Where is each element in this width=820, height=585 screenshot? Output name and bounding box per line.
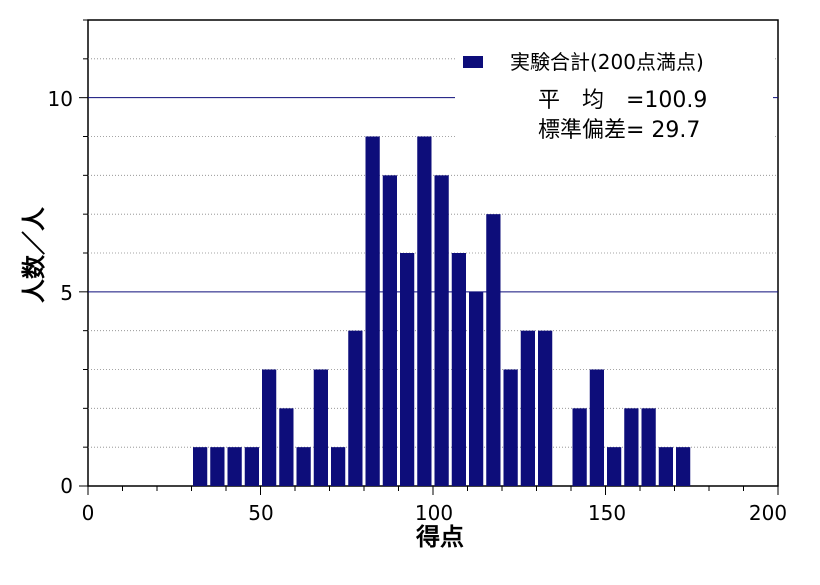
histogram-bar bbox=[451, 253, 466, 486]
histogram-bar bbox=[279, 408, 294, 486]
y-tick-label-10: 10 bbox=[48, 87, 73, 111]
histogram-bar bbox=[227, 447, 242, 486]
histogram-bar bbox=[572, 408, 587, 486]
histogram-bar bbox=[589, 369, 604, 486]
y-tick-label-5: 5 bbox=[60, 281, 73, 305]
histogram-bar bbox=[262, 369, 277, 486]
std-annotation: 標準偏差= 29.7 bbox=[538, 118, 700, 143]
y-axis-title: 人数／人 bbox=[20, 207, 48, 303]
legend-background bbox=[455, 46, 773, 146]
histogram-bar bbox=[193, 447, 208, 486]
histogram-bar bbox=[244, 447, 259, 486]
histogram-bar bbox=[400, 253, 415, 486]
histogram-bar bbox=[486, 214, 501, 486]
histogram-bar bbox=[296, 447, 311, 486]
histogram-bar bbox=[365, 136, 380, 486]
histogram-bar bbox=[538, 330, 553, 486]
y-tick-label-0: 0 bbox=[60, 474, 73, 498]
histogram-bar bbox=[658, 447, 673, 486]
histogram-bar bbox=[434, 175, 449, 487]
mean-annotation: 平 均 =100.9 bbox=[538, 88, 707, 113]
bar-layer bbox=[193, 136, 691, 487]
histogram-bar bbox=[417, 136, 432, 486]
tick-layer bbox=[79, 19, 779, 495]
histogram-bar bbox=[641, 408, 656, 486]
legend-label: 実験合計(200点満点) bbox=[510, 50, 704, 74]
histogram-bar bbox=[348, 330, 363, 486]
histogram-bar bbox=[676, 447, 691, 486]
x-tick-label-50: 50 bbox=[248, 501, 273, 525]
histogram-bar bbox=[520, 330, 535, 486]
x-axis-title: 得点 bbox=[415, 523, 464, 551]
legend-swatch bbox=[463, 56, 483, 68]
x-tick-label-100: 100 bbox=[415, 501, 453, 525]
histogram-bar bbox=[331, 447, 346, 486]
histogram-bar bbox=[503, 369, 518, 486]
histogram-bar bbox=[313, 369, 328, 486]
histogram-bar bbox=[210, 447, 225, 486]
x-tick-label-150: 150 bbox=[588, 501, 626, 525]
histogram-bar bbox=[469, 291, 484, 486]
histogram-bar bbox=[624, 408, 639, 486]
x-tick-label-0: 0 bbox=[82, 501, 95, 525]
x-tick-label-200: 200 bbox=[749, 501, 787, 525]
histogram-bar bbox=[607, 447, 622, 486]
histogram-bar bbox=[382, 175, 397, 487]
